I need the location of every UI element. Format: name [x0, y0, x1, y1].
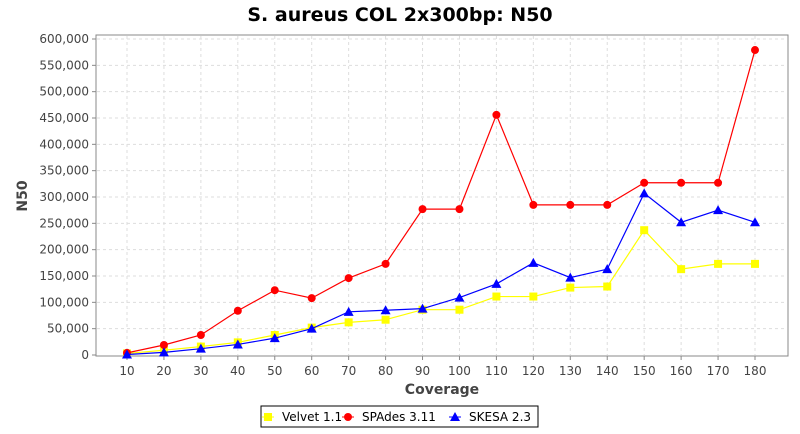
data-point: [713, 205, 724, 215]
x-tick-label: 130: [559, 364, 582, 378]
x-tick-label: 10: [119, 364, 134, 378]
series-2: [122, 188, 760, 359]
y-tick-label: 350,000: [39, 164, 89, 178]
x-tick-label: 150: [633, 364, 656, 378]
data-point: [122, 349, 132, 359]
x-tick-label: 80: [378, 364, 393, 378]
series-line: [126, 229, 755, 355]
y-tick-label: 400,000: [39, 137, 89, 151]
data-point: [270, 286, 279, 295]
data-point: [640, 178, 649, 187]
y-axis-label: N50: [15, 180, 31, 211]
data-point: [307, 294, 316, 303]
data-point: [677, 265, 686, 274]
x-tick-label: 60: [304, 364, 319, 378]
legend-label: SPAdes 3.11: [362, 410, 436, 424]
data-point: [380, 305, 391, 315]
y-tick-label: 150,000: [39, 269, 89, 283]
data-point: [343, 306, 354, 316]
x-tick-label: 30: [193, 364, 208, 378]
legend-label: SKESA 2.3: [469, 410, 531, 424]
series-1: [123, 46, 759, 357]
y-tick-label: 200,000: [39, 243, 89, 257]
data-point: [233, 306, 242, 315]
x-tick-label: 140: [596, 364, 619, 378]
x-tick-label: 110: [485, 364, 508, 378]
x-tick-label: 20: [156, 364, 171, 378]
data-point: [455, 305, 464, 314]
data-point: [714, 259, 723, 268]
data-point: [455, 205, 464, 214]
data-point: [417, 303, 428, 313]
y-tick-label: 300,000: [39, 190, 89, 204]
y-tick-label: 0: [81, 348, 89, 362]
data-point: [492, 292, 501, 301]
data-point: [751, 259, 759, 268]
data-point: [640, 226, 649, 235]
data-point: [491, 278, 502, 288]
data-point: [269, 333, 280, 343]
y-tick-label: 250,000: [39, 216, 89, 230]
data-point: [195, 343, 206, 353]
data-point: [418, 205, 427, 214]
chart-title: S. aureus COL 2x300bp: N50: [247, 4, 552, 26]
data-point: [565, 272, 576, 282]
x-tick-label: 70: [341, 364, 356, 378]
y-tick-label: 500,000: [39, 85, 89, 99]
x-tick-label: 170: [707, 364, 730, 378]
legend-label: Velvet 1.1: [282, 410, 342, 424]
data-point: [196, 330, 205, 339]
data-point: [750, 217, 760, 227]
y-tick-label: 600,000: [39, 32, 89, 46]
y-tick-label: 550,000: [39, 58, 89, 72]
x-tick-label: 180: [744, 364, 767, 378]
data-point: [751, 46, 759, 55]
data-point: [529, 292, 538, 301]
x-tick-label: 100: [448, 364, 471, 378]
data-point: [381, 315, 390, 324]
data-point: [677, 178, 686, 187]
data-point: [528, 257, 539, 267]
data-point: [159, 340, 168, 349]
data-point: [306, 323, 317, 333]
data-point: [529, 200, 538, 209]
data-point: [603, 200, 612, 209]
y-tick-label: 100,000: [39, 295, 89, 309]
data-point: [158, 347, 169, 357]
x-tick-label: 120: [522, 364, 545, 378]
data-point: [566, 200, 575, 209]
data-point: [381, 259, 390, 268]
series-line: [126, 49, 756, 354]
x-tick-label: 90: [415, 364, 430, 378]
data-point: [603, 282, 612, 291]
y-tick-label: 50,000: [47, 322, 89, 336]
x-tick-label: 50: [267, 364, 282, 378]
data-point: [344, 274, 353, 283]
x-tick-label: 160: [670, 364, 693, 378]
series-line: [126, 192, 756, 356]
y-tick-label: 450,000: [39, 111, 89, 125]
data-point: [232, 339, 243, 349]
x-tick-label: 40: [230, 364, 245, 378]
data-point: [639, 188, 650, 198]
plot-area: [95, 34, 789, 357]
data-point: [676, 217, 687, 227]
data-point: [566, 283, 575, 292]
data-point: [344, 318, 353, 327]
data-point: [454, 292, 465, 302]
data-point: [602, 264, 613, 274]
x-axis-label: Coverage: [405, 382, 479, 398]
data-point: [492, 110, 501, 119]
data-point: [714, 178, 723, 187]
legend: [260, 405, 539, 428]
